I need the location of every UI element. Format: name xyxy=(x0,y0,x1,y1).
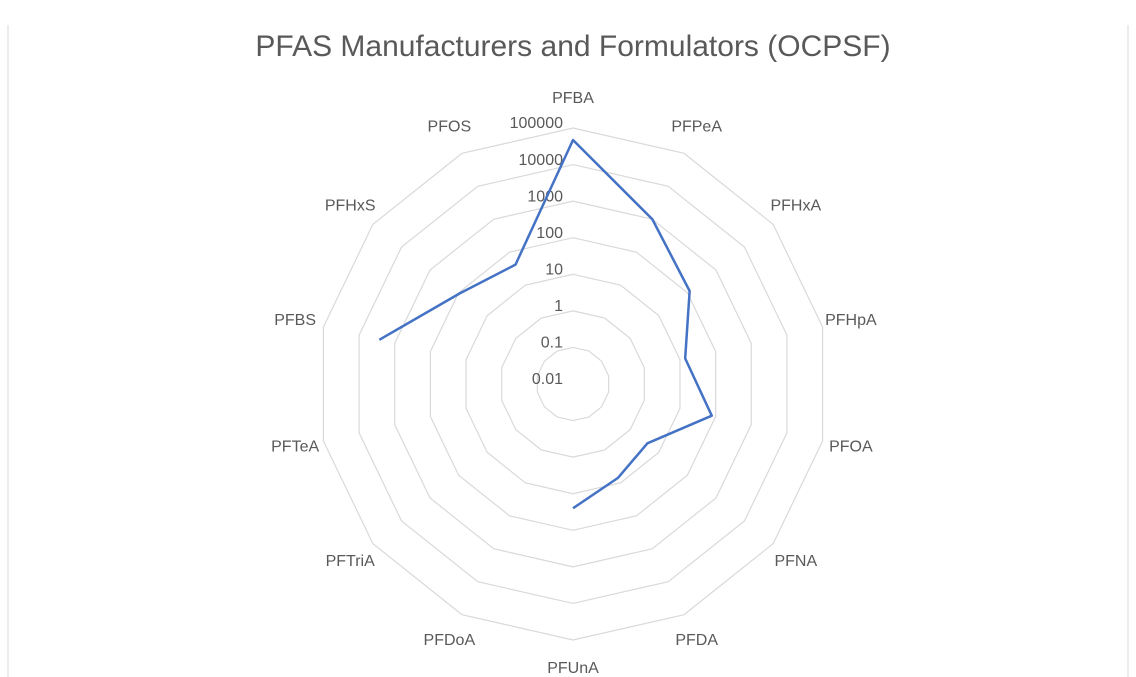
y-tick-label: 10 xyxy=(545,262,563,279)
grid-ring xyxy=(501,310,645,458)
grid-ring xyxy=(536,346,610,422)
category-label: PFTeA xyxy=(271,439,319,456)
category-label: PFTriA xyxy=(326,553,376,570)
y-tick-label: 100 xyxy=(536,225,563,242)
category-label: PFHpA xyxy=(825,312,877,329)
grid-ring xyxy=(394,200,752,568)
category-label: PFOA xyxy=(829,439,873,456)
y-tick-label: 100000 xyxy=(510,115,563,132)
y-tick-label: 0.01 xyxy=(532,371,563,388)
y-tick-label: 10000 xyxy=(519,152,564,169)
category-label: PFHxA xyxy=(770,198,821,215)
grid-ring xyxy=(429,237,717,531)
category-label: PFPeA xyxy=(671,118,722,135)
y-tick-label: 0.1 xyxy=(541,335,563,352)
category-label: PFDoA xyxy=(424,632,476,649)
grid-ring xyxy=(322,127,824,641)
category-label: PFDA xyxy=(675,632,718,649)
series-line xyxy=(378,138,714,510)
grid-ring xyxy=(465,273,681,495)
category-label: PFBA xyxy=(552,90,594,107)
category-label: PFBS xyxy=(274,312,316,329)
grid-ring xyxy=(358,163,788,605)
y-tick-label: 1000 xyxy=(527,188,563,205)
chart-title: PFAS Manufacturers and Formulators (OCPS… xyxy=(255,30,890,63)
category-label: PFUnA xyxy=(547,660,599,677)
y-tick-label: 1 xyxy=(554,298,563,315)
category-label: PFHxS xyxy=(325,198,376,215)
category-label: PFOS xyxy=(428,118,472,135)
category-label: PFNA xyxy=(774,553,817,570)
